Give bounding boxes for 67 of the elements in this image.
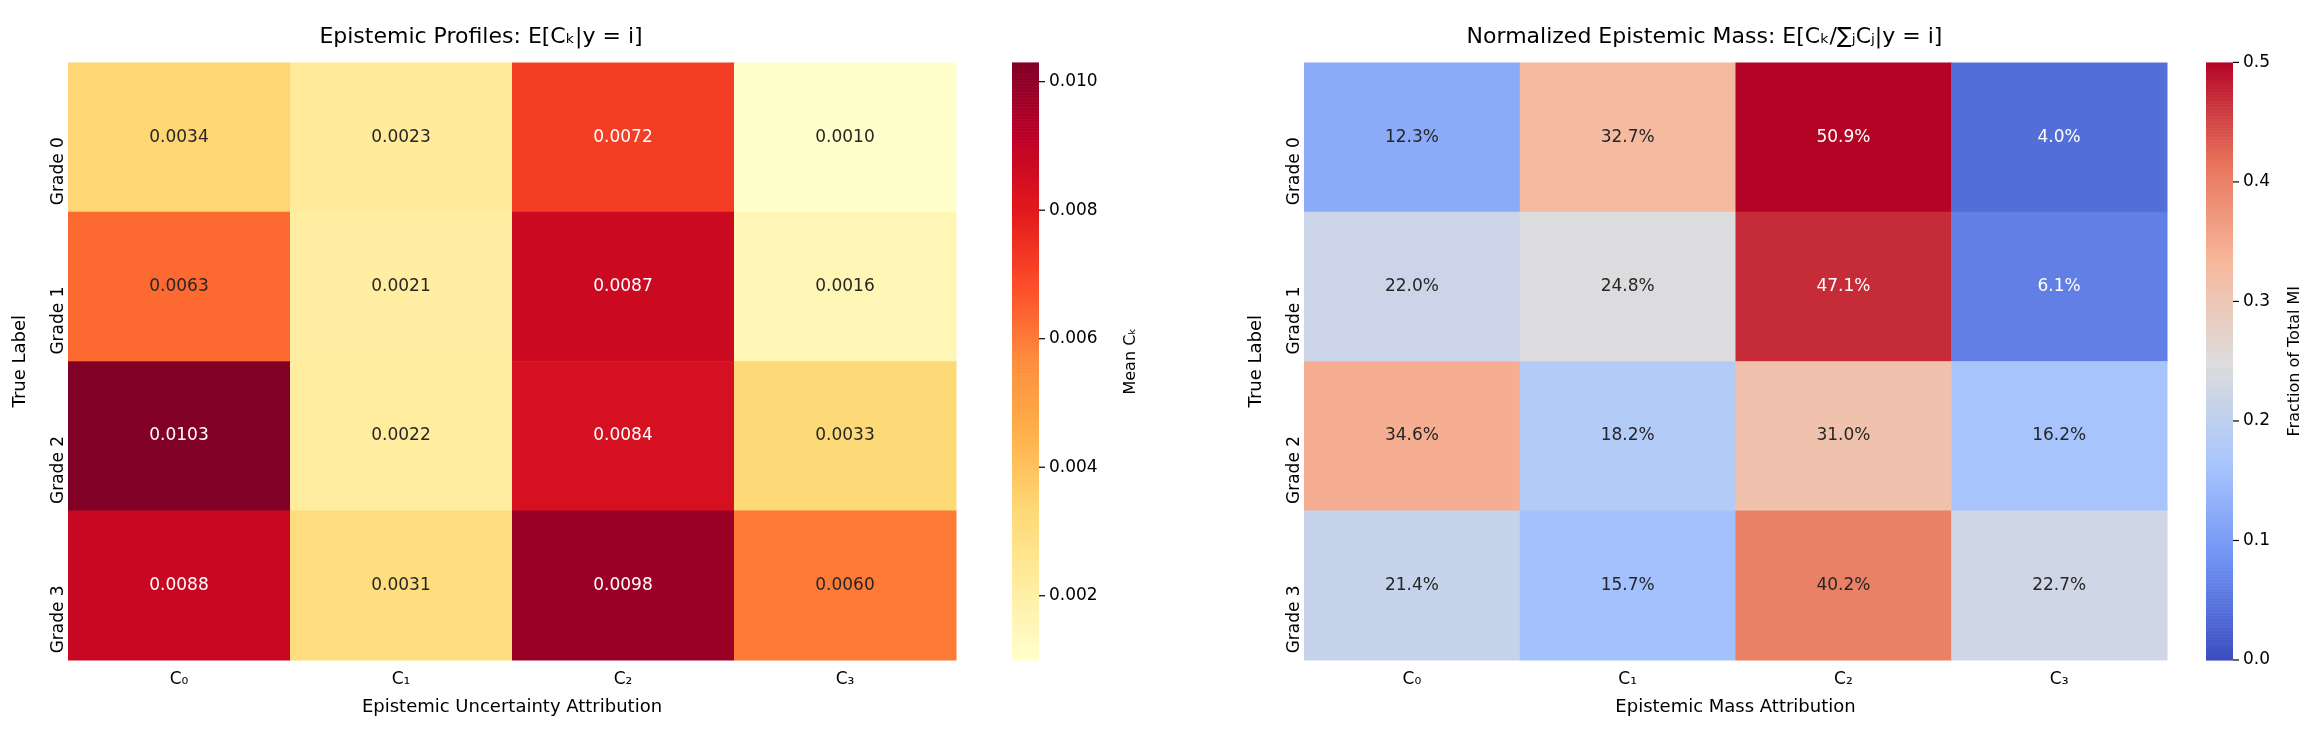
data-label: 0.0087	[593, 274, 653, 295]
data-label: 0.0063	[149, 274, 209, 295]
x-tick-label: C₃	[2049, 667, 2069, 688]
color-bar-title: Fraction of Total MI	[2284, 285, 2304, 437]
data-label: 0.0060	[815, 573, 875, 594]
x-axis-title: Epistemic Uncertainty Attribution	[361, 694, 663, 716]
data-label: 0.0088	[149, 573, 209, 594]
x-tick-label: C₀	[169, 667, 189, 688]
data-label: 22.0%	[1384, 274, 1439, 295]
data-label: 0.0023	[371, 125, 431, 146]
chart-title: Normalized Epistemic Mass: E[Cₖ/∑ⱼCⱼ|y = i]	[1466, 22, 1943, 49]
data-label: 21.4%	[1384, 573, 1439, 594]
color-bar-label: 0.0	[2243, 648, 2271, 669]
data-label: 40.2%	[1816, 573, 1871, 594]
data-label: 47.1%	[1816, 274, 1871, 295]
x-tick-label: C₂	[1834, 667, 1853, 688]
data-label: 24.8%	[1600, 274, 1655, 295]
x-tick-label: C₁	[391, 667, 411, 688]
x-tick-label: C₁	[1618, 667, 1637, 688]
color-bar-label: 0.008	[1049, 198, 1098, 219]
data-label: 16.2%	[2032, 424, 2087, 445]
color-bar-label: 0.2	[2243, 409, 2271, 430]
chart-title: Epistemic Profiles: E[Cₖ|y = i]	[319, 22, 643, 49]
data-label: 22.7%	[2032, 573, 2087, 594]
data-label: 18.2%	[1600, 424, 1655, 445]
data-label: 50.9%	[1816, 125, 1871, 146]
data-label: 31.0%	[1816, 424, 1871, 445]
data-label: 0.0016	[815, 274, 875, 295]
y-axis-title: True Label	[1244, 314, 1266, 409]
data-label: 0.0098	[593, 573, 653, 594]
y-axis-title: True Label	[8, 314, 30, 409]
y-tick-label: Grade 2	[47, 435, 68, 504]
data-label: 0.0084	[593, 424, 653, 445]
y-tick-label: Grade 3	[47, 585, 68, 654]
color-bar-label: 0.002	[1049, 584, 1098, 605]
y-tick-label: Grade 0	[1283, 137, 1304, 206]
y-tick-label: Grade 1	[1283, 286, 1304, 355]
data-label: 32.7%	[1600, 125, 1655, 146]
data-label: 0.0033	[815, 424, 875, 445]
x-tick-label: C₃	[835, 667, 855, 688]
color-bar-label: 0.010	[1049, 70, 1098, 91]
x-tick-label: C₂	[613, 667, 633, 688]
y-tick-label: Grade 3	[1283, 585, 1304, 654]
data-label: 34.6%	[1384, 424, 1439, 445]
color-bar-label: 0.1	[2243, 528, 2271, 549]
color-bar-title: Mean Cₖ	[1120, 327, 1140, 395]
data-label: 0.0034	[149, 125, 209, 146]
color-bar-label: 0.004	[1049, 455, 1098, 476]
color-bar-label: 0.5	[2243, 50, 2271, 71]
data-label: 15.7%	[1600, 573, 1655, 594]
data-label: 4.0%	[2037, 125, 2081, 146]
x-axis-title: Epistemic Mass Attribution	[1615, 694, 1856, 716]
x-tick-label: C₀	[1402, 667, 1422, 688]
y-tick-label: Grade 1	[47, 286, 68, 355]
data-label: 6.1%	[2037, 274, 2081, 295]
color-bar-label: 0.006	[1049, 327, 1098, 348]
data-label: 0.0072	[593, 125, 653, 146]
data-label: 0.0010	[815, 125, 875, 146]
y-tick-label: Grade 0	[47, 137, 68, 206]
data-label: 12.3%	[1384, 125, 1439, 146]
color-bar-label: 0.3	[2243, 289, 2271, 310]
data-label: 0.0021	[371, 274, 431, 295]
data-label: 0.0022	[371, 424, 431, 445]
y-tick-label: Grade 2	[1283, 435, 1304, 504]
data-label: 0.0031	[371, 573, 431, 594]
data-label: 0.0103	[149, 424, 209, 445]
color-bar-label: 0.4	[2243, 170, 2271, 191]
